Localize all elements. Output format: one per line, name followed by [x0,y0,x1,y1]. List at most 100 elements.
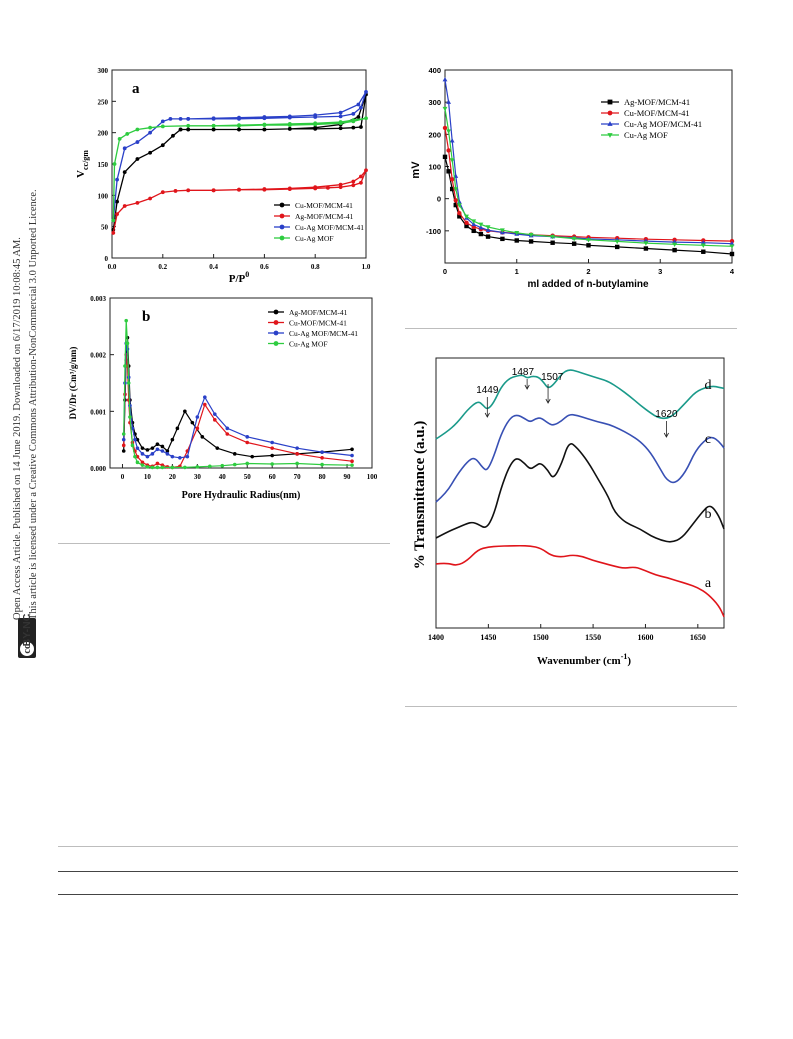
data-point [170,465,175,470]
data-point [351,125,356,130]
data-point [133,437,137,442]
peak-arrow-head [524,384,530,390]
data-point [478,231,484,237]
data-point [140,446,145,450]
chart-c-x-axis-label: ml added of n-butylamine [527,279,649,290]
data-point [148,125,152,130]
peak-label: 1620 [655,409,678,420]
data-point [446,169,451,174]
data-point [262,115,267,119]
data-point [442,125,448,131]
data-point [245,461,250,466]
data-point [449,158,455,163]
data-point [514,238,519,243]
data-point [160,190,165,195]
data-point [213,418,217,422]
data-point [213,412,217,416]
legend-marker [607,110,613,116]
data-point [186,188,191,193]
data-point [183,465,187,470]
data-point [571,241,577,246]
chart-c-titration: 0 1 2 3 4 -100 0 100 200 300 400 Ag-MOF/MCM-41Cu-M… [410,66,735,290]
sidebar-line-2: This article is licensed under a Creativ… [28,189,39,620]
data-point [203,402,207,407]
data-point [442,77,448,82]
data-point [160,119,165,124]
data-point [364,116,368,121]
data-point [150,452,155,456]
data-point [313,125,318,130]
data-point [351,111,356,116]
data-point [173,189,178,193]
y-tick-label: 300 [98,67,109,75]
data-point [351,118,356,123]
y-tick-label: 0.003 [90,295,106,303]
x-tick-label: 60 [269,473,277,481]
data-point [729,251,735,257]
data-point [135,157,140,161]
peak-arrow-head [545,398,551,404]
data-point [471,219,477,224]
data-point [586,238,591,243]
series-line-ag-mof-mcm-41 [112,169,367,234]
data-point [135,200,140,205]
data-point [155,442,160,446]
data-point [140,460,145,465]
data-point [121,443,126,448]
peak-arrow-head [484,412,490,418]
data-point [186,116,191,121]
data-point [117,137,122,141]
y-tick-label: 200 [428,130,441,139]
data-point [700,240,706,245]
data-point [121,449,126,453]
data-point [111,218,116,223]
license-sidebar: Open Access Article. Published on 14 Jun… [12,189,39,658]
data-point [121,437,126,442]
data-point [571,236,577,242]
data-point [211,116,216,121]
data-point [178,456,182,460]
data-point [178,116,183,121]
data-point [245,435,250,439]
cc-badge: cc BY-NC [18,613,36,658]
data-point [313,113,318,118]
data-point [122,170,127,175]
data-point [295,461,299,466]
data-point [446,99,452,104]
data-point [338,126,343,131]
data-point [701,249,706,254]
data-point [148,150,152,155]
curve-label: d [705,378,712,393]
data-point [140,463,145,467]
data-point [350,459,354,463]
data-point [464,220,469,225]
data-point [326,185,330,190]
data-point [449,177,455,182]
data-point [126,381,131,385]
data-point [211,188,216,193]
table-rule-bottom [58,894,738,895]
data-point [124,318,129,323]
data-point [115,177,119,182]
sidebar-line-1: Open Access Article. Published on 14 Jun… [12,237,23,620]
ftir-curve-d [435,369,725,440]
data-point [135,454,140,459]
data-point [262,122,267,127]
legend-marker [273,330,279,336]
data-point [614,239,620,245]
data-point [446,148,451,153]
data-point [185,454,190,459]
y-tick-label: 0.002 [90,352,106,360]
y-tick-label: 50 [101,224,109,232]
data-point [350,463,354,467]
legend-label: Cu-MOF/MCM-41 [295,201,353,210]
data-point [270,446,274,450]
x-tick-label: 0.4 [209,263,218,271]
chart-a-panel-label: a [132,81,140,97]
data-point [195,426,200,431]
y-tick-label: 100 [98,192,109,200]
data-point [338,120,343,124]
legend-label: Cu-Ag MOF [295,234,334,243]
ftir-curve-b [435,443,725,543]
data-point [351,183,356,188]
